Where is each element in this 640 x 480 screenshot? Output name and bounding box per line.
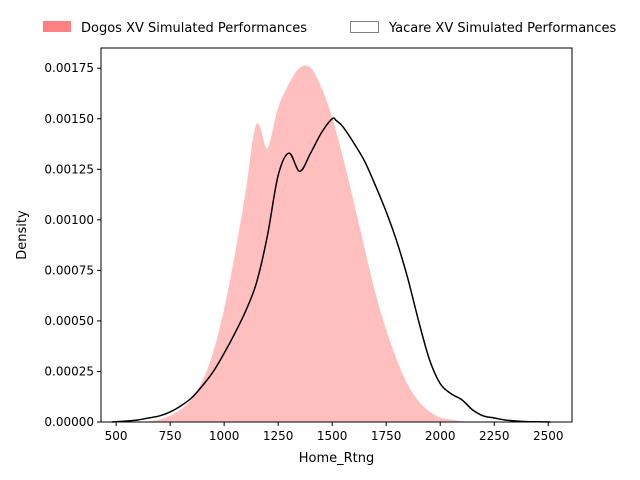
dogos-density-area [146,65,473,422]
y-tick-label: 0.00075 [44,263,94,277]
x-tick-label: 2250 [479,429,510,443]
plot-frame [100,47,573,423]
legend: Dogos XV Simulated Performances Yacare X… [43,21,617,36]
y-tick-label: 0.00150 [44,112,94,126]
legend-swatch-dogos [43,21,71,32]
x-tick-label: 500 [105,429,128,443]
x-tick-label: 1750 [371,429,402,443]
legend-label-yacare: Yacare XV Simulated Performances [388,21,617,36]
y-tick-label: 0.00100 [44,213,94,227]
x-tick-label: 2500 [533,429,564,443]
x-tick-label: 750 [159,429,182,443]
x-axis-label: Home_Rtng [299,451,375,466]
yacare-density-line [111,117,551,423]
x-tick-label: 1250 [263,429,294,443]
y-tick-label: 0.00050 [44,314,94,328]
y-tick-label: 0.00025 [44,364,94,378]
plot-area [111,65,551,423]
dogos-density-edge [146,65,473,423]
x-axis-ticks: 500 750 1000 1250 1500 1750 2000 2250 2500 [105,422,564,443]
y-axis-label: Density [15,210,30,260]
legend-swatch-yacare [350,21,379,33]
y-tick-label: 0.00125 [44,162,94,176]
x-tick-label: 2000 [425,429,456,443]
x-tick-label: 1500 [317,429,348,443]
x-tick-label: 1000 [209,429,240,443]
y-tick-label: 0.00000 [44,415,94,429]
y-tick-label: 0.00175 [44,61,94,75]
y-axis-ticks: 0.00000 0.00025 0.00050 0.00075 0.00100 0.001… [44,61,101,429]
legend-label-dogos: Dogos XV Simulated Performances [81,21,307,36]
